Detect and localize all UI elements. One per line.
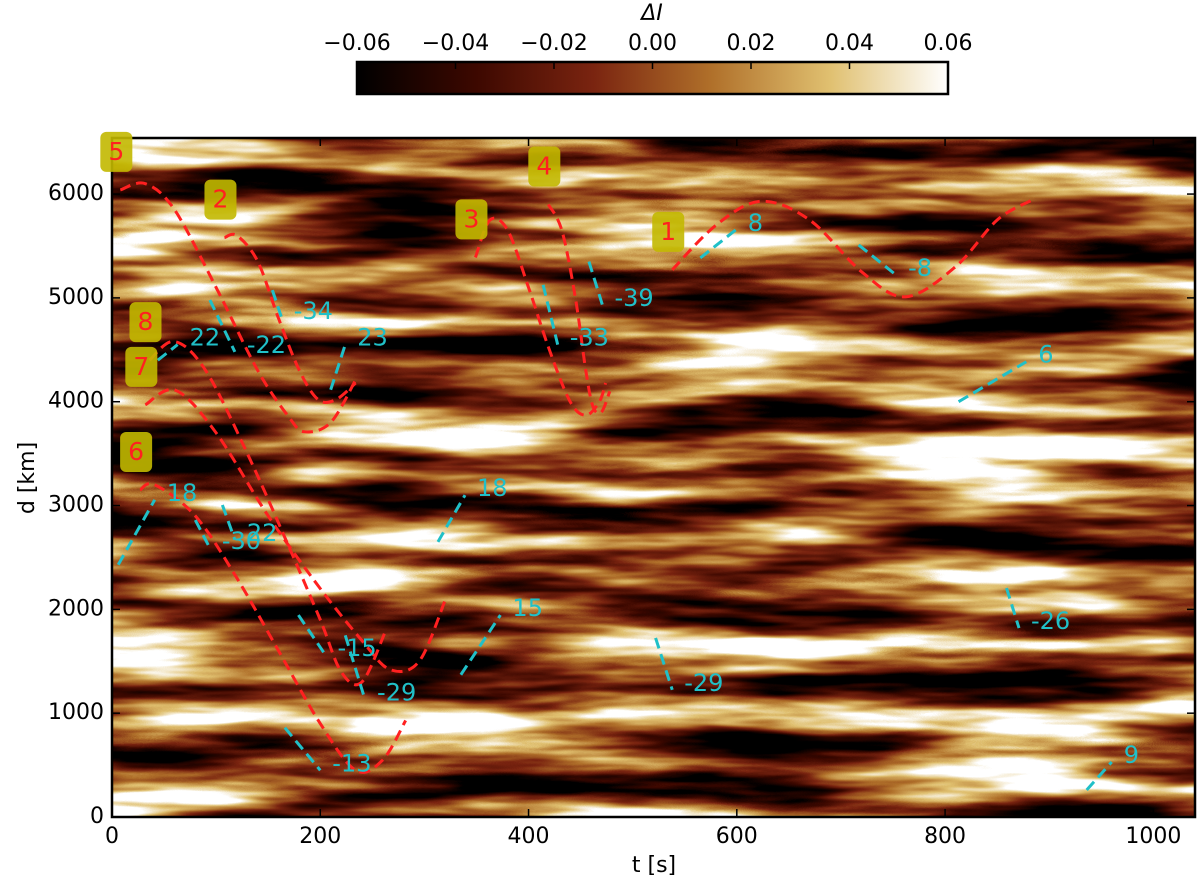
slope-line: [283, 726, 322, 772]
slope-line: [436, 494, 467, 543]
slope-line: [654, 637, 674, 691]
x-tick-label: 200: [299, 824, 341, 849]
colorbar-tick-label: −0.04: [422, 31, 489, 56]
slope-label: 23: [357, 324, 388, 352]
slope-label: -30: [222, 527, 261, 555]
slope-line: [857, 243, 898, 277]
slope-label: -22: [247, 331, 286, 359]
colorbar-label: ΔI: [639, 1, 663, 26]
sinusoid-fit: [546, 203, 612, 415]
colorbar-tick-label: −0.02: [520, 31, 587, 56]
curve-label-box: [528, 146, 561, 187]
slope-line: [957, 360, 1028, 404]
slope-label: 15: [512, 594, 543, 622]
curve-label: 8: [138, 307, 154, 336]
x-tick-label: 600: [716, 824, 758, 849]
curve-label-box: [120, 431, 153, 472]
slope-label: -8: [908, 254, 932, 282]
sinusoid-fit: [671, 198, 1033, 299]
colorbar-tick-label: 0.02: [727, 31, 776, 56]
slope-label: 9: [1124, 741, 1139, 769]
colorbar-tick-label: 0.04: [825, 31, 874, 56]
slope-label: -15: [337, 634, 376, 662]
y-tick-label: 4000: [48, 389, 104, 414]
slope-line: [343, 634, 367, 701]
slope-line: [459, 614, 502, 676]
sinusoid-fit: [144, 387, 447, 674]
slope-label: 22: [247, 519, 278, 547]
slope-line: [156, 343, 179, 362]
slope-line: [116, 499, 157, 566]
slope-label: -29: [684, 669, 723, 697]
sinusoid-fit: [119, 181, 357, 434]
curve-label: 6: [128, 437, 144, 466]
slope-label: -13: [332, 749, 371, 777]
x-tick-label: 0: [105, 824, 119, 849]
curve-label: 3: [463, 204, 479, 233]
slope-line: [208, 299, 237, 353]
plot-frame: [110, 136, 1197, 819]
slope-label: -39: [614, 284, 653, 312]
slope-label: -34: [294, 297, 333, 325]
slope-label: 18: [477, 474, 508, 502]
curve-label: 2: [213, 185, 229, 214]
sinusoid-fit: [474, 216, 608, 417]
slope-line: [220, 504, 237, 541]
sinusoid-fit: [223, 232, 357, 404]
slope-line: [297, 614, 327, 656]
slope-label: -33: [570, 324, 609, 352]
slope-line: [329, 344, 347, 391]
slope-label: 6: [1038, 341, 1053, 369]
y-tick-label: 1000: [48, 700, 104, 725]
y-tick-label: 6000: [48, 181, 104, 206]
sinusoid-fit: [139, 482, 407, 774]
colorbar-tick-label: 0.00: [628, 31, 677, 56]
curve-label: 7: [133, 352, 149, 381]
y-tick-label: 0: [90, 804, 104, 829]
slope-label: 18: [167, 479, 198, 507]
x-tick-label: 800: [924, 824, 966, 849]
slope-label: -26: [1031, 607, 1070, 635]
curve-label: 4: [536, 151, 552, 180]
slope-line: [270, 289, 284, 319]
overlay: 0 200 400 600 800 100001000200030004000500060…: [48, 31, 1195, 849]
slope-line: [193, 519, 212, 549]
slope-line: [1085, 760, 1113, 792]
slope-label: 22: [190, 324, 221, 352]
plot-area: [116, 181, 1113, 792]
slope-line: [541, 284, 560, 345]
slope-line: [699, 228, 737, 260]
y-axis-label: d [km]: [15, 442, 40, 514]
curve-label-box: [652, 211, 685, 252]
curve-label-box: [129, 302, 162, 343]
curve-label-box: [125, 346, 158, 387]
curve-label-box: [455, 199, 488, 240]
intensity-background: [112, 138, 1195, 817]
curve-label-box: [204, 179, 237, 220]
colorbar-tick-label: −0.06: [323, 31, 390, 56]
slope-line: [587, 261, 604, 306]
colorbar-tick-label: 0.06: [924, 31, 973, 56]
y-tick-label: 3000: [48, 493, 104, 518]
y-tick-label: 5000: [48, 285, 104, 310]
x-axis-label: t [s]: [632, 853, 676, 878]
slope-line: [1005, 587, 1021, 629]
x-tick-label: 400: [508, 824, 550, 849]
x-tick-label: 1000: [1125, 824, 1181, 849]
y-tick-label: 2000: [48, 596, 104, 621]
slope-label: -29: [377, 679, 416, 707]
curve-label-box: [100, 131, 133, 172]
slope-label: 8: [748, 209, 763, 237]
curve-label: 1: [660, 217, 676, 246]
curve-label: 5: [108, 137, 124, 166]
